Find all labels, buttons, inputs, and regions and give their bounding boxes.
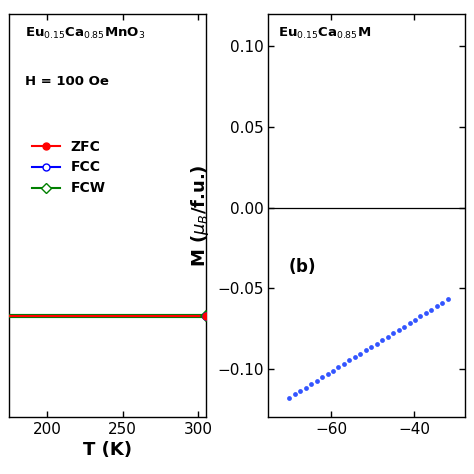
Point bbox=[313, 377, 320, 384]
Point bbox=[285, 394, 293, 401]
Point bbox=[378, 337, 386, 344]
Text: Eu$_{0.15}$Ca$_{0.85}$M: Eu$_{0.15}$Ca$_{0.85}$M bbox=[278, 27, 371, 41]
Point bbox=[428, 306, 435, 313]
Point bbox=[362, 346, 370, 354]
Point bbox=[411, 316, 419, 324]
Point bbox=[318, 374, 326, 381]
Point bbox=[296, 387, 304, 395]
Point bbox=[335, 364, 342, 371]
Point bbox=[367, 343, 375, 351]
Point bbox=[302, 384, 310, 392]
Point bbox=[329, 367, 337, 374]
Point bbox=[384, 333, 392, 340]
Point bbox=[395, 326, 402, 334]
Point bbox=[307, 381, 315, 388]
Point bbox=[417, 313, 424, 320]
Point bbox=[340, 360, 348, 368]
Point bbox=[356, 350, 364, 357]
Text: H = 100 Oe: H = 100 Oe bbox=[25, 75, 109, 88]
Point bbox=[433, 302, 441, 310]
Point bbox=[351, 353, 359, 361]
Point bbox=[324, 370, 331, 378]
Point bbox=[406, 319, 413, 327]
Y-axis label: M ($\mu_B$/f.u.): M ($\mu_B$/f.u.) bbox=[190, 164, 211, 267]
Legend: ZFC, FCC, FCW: ZFC, FCC, FCW bbox=[26, 134, 111, 201]
Point bbox=[438, 299, 446, 307]
Text: Eu$_{0.15}$Ca$_{0.85}$MnO$_3$: Eu$_{0.15}$Ca$_{0.85}$MnO$_3$ bbox=[25, 27, 146, 41]
Point bbox=[422, 309, 430, 317]
Text: $\bf{(b)}$: $\bf{(b)}$ bbox=[288, 256, 316, 276]
Point bbox=[444, 296, 452, 303]
X-axis label: T (K): T (K) bbox=[83, 441, 132, 459]
Point bbox=[389, 329, 397, 337]
Point bbox=[291, 391, 299, 398]
Point bbox=[346, 357, 353, 365]
Point bbox=[400, 323, 408, 330]
Point bbox=[373, 340, 381, 347]
